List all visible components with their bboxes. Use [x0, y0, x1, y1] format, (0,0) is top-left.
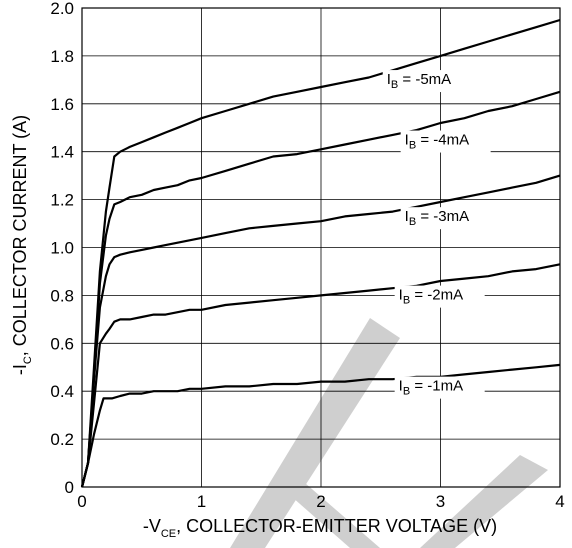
x-tick-label: 1	[197, 492, 206, 511]
series-label-sub: B	[391, 79, 398, 91]
y-axis-title-sub: C	[22, 356, 34, 364]
series-label-pre: I	[405, 208, 409, 225]
series-label-pre: I	[387, 71, 391, 88]
y-tick-label: 1.6	[50, 95, 74, 114]
series-label-post: = -4mA	[416, 132, 469, 149]
y-tick-label: 2.0	[50, 0, 74, 18]
x-axis-title: -VCE, COLLECTOR-EMITTER VOLTAGE (V)	[143, 516, 497, 540]
watermark-stroke	[420, 455, 548, 548]
series-label: IB = -2mA	[399, 287, 463, 307]
x-tick-label: 3	[436, 492, 445, 511]
series-label-bg	[394, 285, 485, 308]
curves	[80, 18, 561, 488]
series-label-pre: I	[405, 132, 409, 149]
y-tick-label: 0.8	[50, 286, 74, 305]
series-label-bg	[394, 376, 485, 399]
y-axis-title: -IC, COLLECTOR CURRENT (A)	[10, 115, 34, 375]
y-tick-label: 0	[65, 478, 74, 497]
series-label: IB = -5mA	[387, 71, 451, 91]
y-tick-label: 0.4	[50, 382, 74, 401]
x-tick-label: 4	[555, 492, 564, 511]
plot-frame	[81, 7, 561, 488]
series-label: IB = -3mA	[405, 208, 469, 228]
x-tick-label: 0	[77, 492, 86, 511]
y-axis-title-post: , COLLECTOR CURRENT (A)	[10, 115, 30, 356]
series-line	[80, 90, 561, 488]
y-tick-label: 1.2	[50, 191, 74, 210]
x-axis-title-post: , COLLECTOR-EMITTER VOLTAGE (V)	[176, 516, 497, 536]
y-tick-labels: 0 0.2 0.4 0.6 0.8 1.0 1.2 1.4 1.6 1.8 2.0	[50, 0, 74, 497]
y-axis-title-pre: -I	[10, 364, 30, 375]
series-label-sub: B	[409, 140, 416, 152]
watermark-stroke	[230, 318, 400, 548]
x-axis-title-sub: CE	[161, 528, 176, 540]
y-tick-label: 1.8	[50, 47, 74, 66]
x-tick-label: 2	[316, 492, 325, 511]
x-axis-title-pre: -V	[143, 516, 161, 536]
series-label-bg	[400, 207, 491, 230]
series-line	[80, 18, 561, 488]
series-label-post: = -3mA	[416, 208, 469, 225]
series-label-bg	[382, 70, 473, 93]
series-label-sub: B	[409, 216, 416, 228]
series-label-post: = -1mA	[410, 378, 463, 395]
series-label: IB = -1mA	[399, 378, 463, 398]
series-line	[80, 174, 561, 488]
series-label: IB = -4mA	[405, 132, 469, 152]
series-line	[80, 363, 561, 488]
watermark-stroke	[275, 470, 380, 548]
series-label-post: = -5mA	[398, 71, 451, 88]
series-line	[80, 263, 561, 488]
y-tick-label: 1.0	[50, 239, 74, 258]
series-label-sub: B	[403, 386, 410, 398]
watermark-shape	[230, 318, 548, 548]
x-tick-labels: 0 1 2 3 4	[77, 492, 564, 511]
y-tick-label: 0.2	[50, 430, 74, 449]
series-label-pre: I	[399, 378, 403, 395]
y-tick-label: 0.6	[50, 334, 74, 353]
series-label-pre: I	[399, 287, 403, 304]
series-label-post: = -2mA	[410, 287, 463, 304]
series-label-sub: B	[403, 295, 410, 307]
y-tick-label: 1.4	[50, 143, 74, 162]
series-label-bg	[400, 130, 491, 153]
